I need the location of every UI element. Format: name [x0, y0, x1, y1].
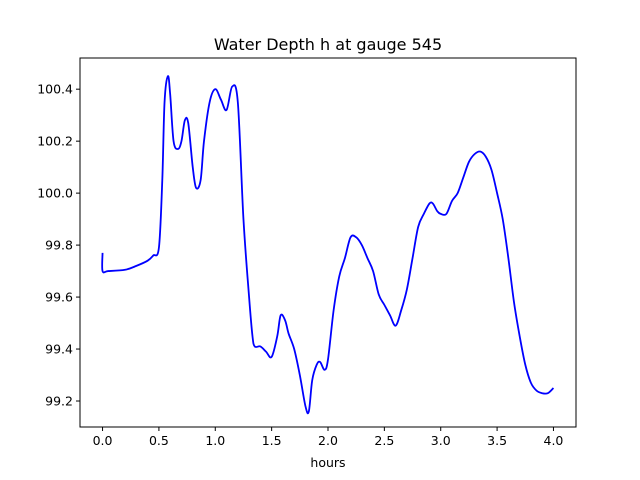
x-tick-label: 2.5 [374, 433, 394, 448]
series-layer [101, 75, 555, 415]
y-tick-label: 100.0 [37, 186, 73, 201]
y-tick-label: 100.4 [37, 82, 73, 97]
x-tick-label: 0.5 [149, 433, 169, 448]
x-tick-label: 2.0 [318, 433, 338, 448]
x-tick-label: 1.5 [262, 433, 282, 448]
series-line-0 [101, 75, 555, 415]
y-tick-label: 99.6 [45, 290, 73, 305]
x-tick-label: 1.0 [205, 433, 225, 448]
y-tick-label: 100.2 [37, 134, 73, 149]
y-axis: 99.2 99.4 99.6 99.8 100.0 100.2 100.4 [37, 82, 80, 409]
chart-title: Water Depth h at gauge 545 [214, 35, 442, 54]
x-axis: 0.0 0.5 1.0 1.5 2.0 2.5 3.0 3.5 4.0 [93, 427, 564, 448]
x-tick-label: 4.0 [544, 433, 564, 448]
x-tick-label: 0.0 [93, 433, 113, 448]
x-tick-label: 3.0 [431, 433, 451, 448]
y-tick-label: 99.2 [45, 394, 73, 409]
x-axis-label: hours [310, 455, 345, 470]
y-tick-label: 99.8 [45, 238, 73, 253]
x-tick-label: 3.5 [487, 433, 507, 448]
plot-frame [79, 57, 577, 428]
y-tick-label: 99.4 [45, 342, 73, 357]
